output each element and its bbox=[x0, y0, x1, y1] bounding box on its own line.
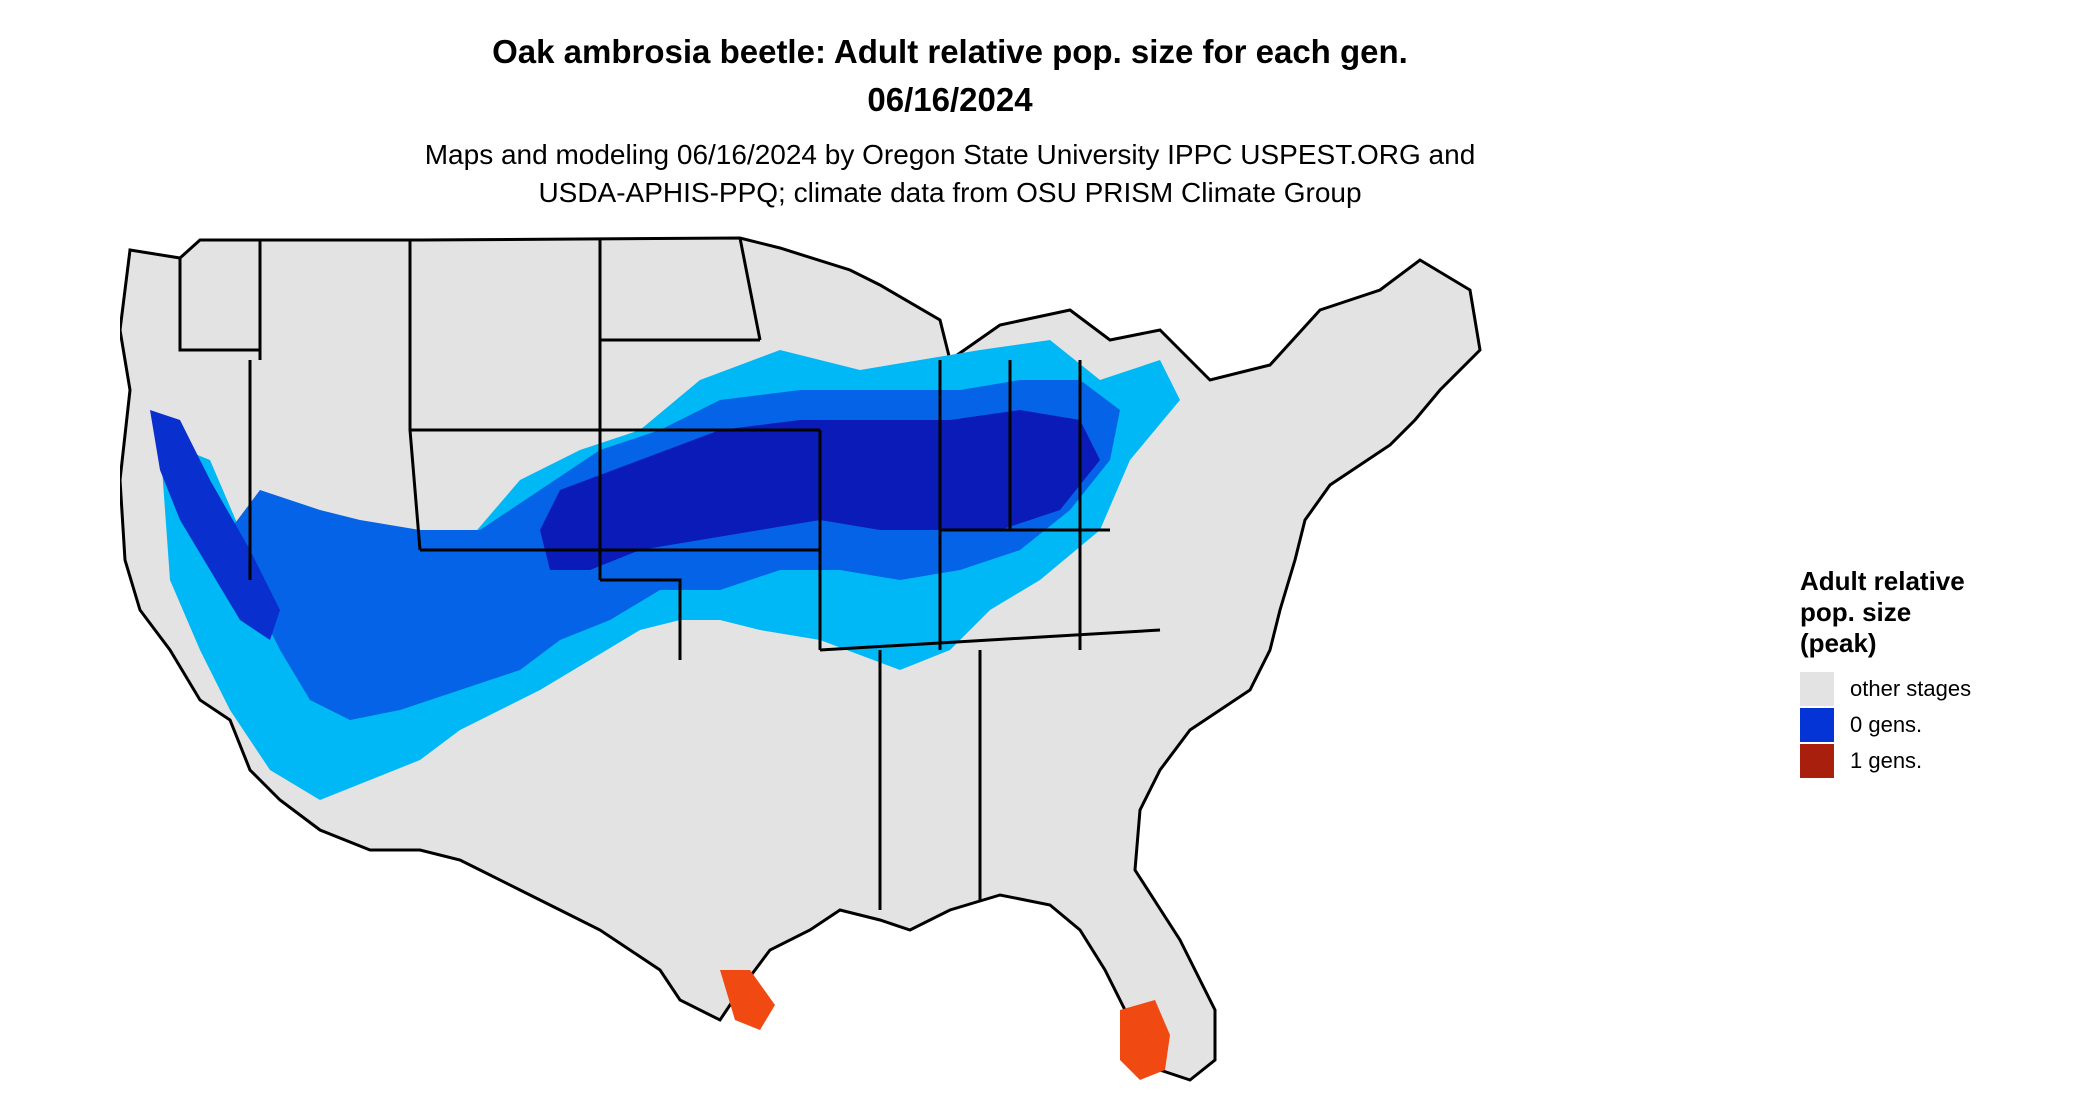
legend-label-other-stages: other stages bbox=[1850, 676, 1972, 701]
title-block: Oak ambrosia beetle: Adult relative pop.… bbox=[0, 28, 1900, 212]
region-california-blue bbox=[150, 410, 280, 640]
us-map bbox=[120, 236, 1482, 1082]
subtitle-line-1: Maps and modeling 06/16/2024 by Oregon S… bbox=[424, 139, 1476, 170]
region-florida-red bbox=[1120, 1000, 1170, 1080]
legend-swatch-0-gens bbox=[1800, 708, 1834, 742]
state-borders bbox=[178, 237, 1161, 910]
legend-item-other-stages: other stages bbox=[1800, 671, 2080, 707]
legend-title-line-2: pop. size bbox=[1800, 597, 1912, 627]
subtitle-line-2: USDA-APHIS-PPQ; climate data from OSU PR… bbox=[538, 177, 1362, 208]
map-title-line-2-date: 06/16/2024 bbox=[867, 81, 1033, 118]
legend-swatch-1-gens bbox=[1800, 744, 1834, 778]
legend-label-1-gens: 1 gens. bbox=[1850, 748, 1923, 773]
legend-swatch-other-stages bbox=[1800, 672, 1834, 706]
us-land bbox=[120, 236, 1482, 1082]
region-texas-red bbox=[720, 970, 775, 1030]
legend-item-0-gens: 0 gens. bbox=[1800, 707, 2080, 743]
legend-item-1-gens: 1 gens. bbox=[1800, 743, 2080, 779]
legend-items: other stages 0 gens. 1 gens. bbox=[1800, 671, 2080, 779]
legend-title-line-1: Adult relative bbox=[1800, 566, 1965, 596]
legend-label-0-gens: 0 gens. bbox=[1850, 712, 1923, 737]
map-title-line-1: Oak ambrosia beetle: Adult relative pop.… bbox=[492, 33, 1408, 70]
map-subtitle: Maps and modeling 06/16/2024 by Oregon S… bbox=[0, 136, 1900, 212]
legend: Adult relative pop. size (peak) other st… bbox=[1800, 566, 2080, 779]
legend-title-line-3: (peak) bbox=[1800, 628, 1877, 658]
legend-title: Adult relative pop. size (peak) bbox=[1800, 566, 2080, 659]
